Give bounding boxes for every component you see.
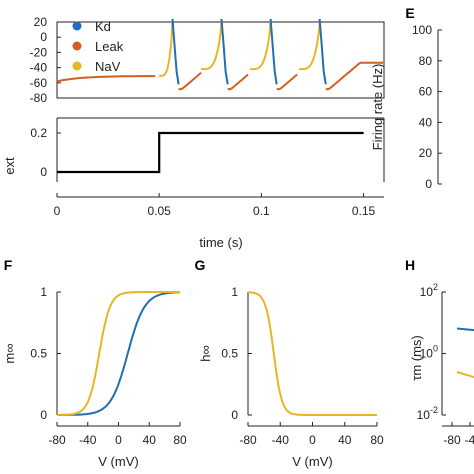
panel-label-f: F [4,257,13,273]
gating-y-label: h∞ [198,345,213,362]
legend-marker-leak [72,41,82,51]
x-tick-label: 40 [143,433,157,447]
y-tick-label: 80 [419,54,433,68]
y-tick-label: 0 [40,165,47,179]
x-tick-label: 0.15 [352,204,376,218]
y-tick-label: 20 [34,15,48,29]
y-tick-label: 0.5 [30,347,47,361]
voltage-axis-label: V (mV) [292,454,332,469]
y-tick-label: 100 [420,344,438,361]
kd-downstroke [318,18,327,85]
leak-recovery [227,73,249,91]
y-tick-label: 20 [419,146,433,160]
stim-y-label: ext [2,157,17,175]
kd-downstroke [269,18,278,85]
x-tick-label: 0.05 [148,204,172,218]
y-tick-label: 60 [419,85,433,99]
tau-y-label: τm (ms) [409,335,424,381]
y-tick-label: 100 [412,23,432,37]
y-tick-label: 102 [420,282,438,299]
y-tick-label: -40 [30,61,48,75]
x-tick-label: -80 [443,433,461,447]
y-tick-label: 1 [40,285,47,299]
x-tick-label: 80 [173,433,187,447]
leak-trace-rest [56,75,156,83]
trace-frame [56,21,385,99]
y-tick-label: 40 [419,115,433,129]
y-tick-label: 0.2 [30,126,47,140]
x-tick-label: 0 [115,433,122,447]
x-tick-label: 0.1 [253,204,270,218]
stimulus-trace [57,131,364,174]
y-tick-label: -20 [30,45,48,59]
firing-rate-label: Firing rate (Hz) [370,64,385,151]
x-tick-label: -40 [79,433,97,447]
panel-label-h: H [405,257,415,273]
nav-upstroke [159,18,174,77]
y-tick-label: 0 [231,408,238,422]
x-tick-label: 0 [309,433,316,447]
curve-nav [247,291,377,416]
y-tick-label: 0 [425,177,432,191]
y-tick-label: 10-2 [417,405,438,422]
tau-curve-kd [456,327,474,332]
kd-downstroke [171,18,180,85]
time-axis-label: time (s) [199,235,242,250]
voltage-axis-label: V (mV) [98,454,138,469]
legend-marker-nav [72,61,82,71]
panel-label-g: G [195,257,206,273]
legend-label-nav: NaV [95,59,121,74]
x-tick-label: 80 [370,433,384,447]
y-tick-label: 0 [40,30,47,44]
curve-nav [56,291,180,416]
y-tick-label: -60 [30,76,48,90]
nav-upstroke [299,19,321,71]
leak-recovery [276,73,298,91]
y-tick-label: 0.5 [221,347,238,361]
nav-upstroke [250,18,272,71]
curve-kd [57,291,180,416]
leak-recovery [325,61,383,91]
legend-label-leak: Leak [95,39,124,54]
x-tick-label: 40 [338,433,352,447]
leak-recovery [178,72,202,91]
x-tick-label: -80 [239,433,257,447]
panel-label-e: E [405,5,414,21]
x-tick-label: 0 [54,204,61,218]
x-tick-label: -40 [272,433,290,447]
x-tick-label: -80 [48,433,66,447]
legend-label-kd: Kd [95,19,111,34]
legend-marker-kd [72,21,82,31]
tau-curve-nav [456,371,474,379]
y-tick-label: -80 [30,91,48,105]
nav-upstroke [201,18,223,71]
x-tick-label: -4 [465,433,474,447]
gating-y-label: m∞ [2,343,17,363]
y-tick-label: 1 [231,285,238,299]
y-tick-label: 0 [40,408,47,422]
kd-downstroke [220,18,229,85]
